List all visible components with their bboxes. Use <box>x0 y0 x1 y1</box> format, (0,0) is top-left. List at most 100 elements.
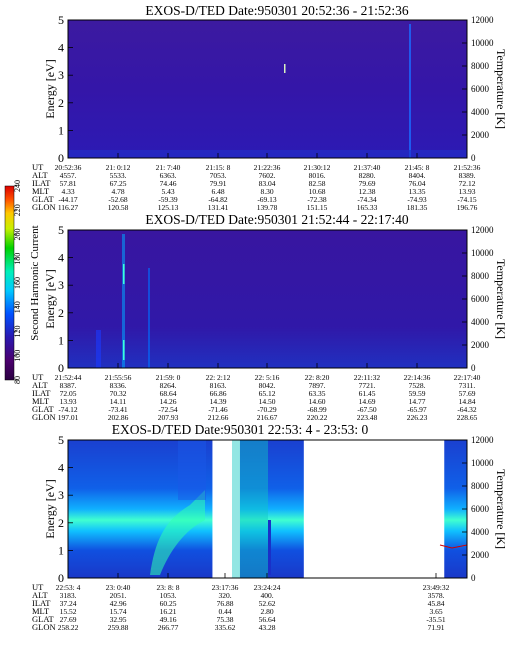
streak <box>96 330 101 368</box>
table-cell: 14.69 <box>359 397 376 406</box>
colorbar-tick-label: 120 <box>13 326 22 338</box>
table-cell: 14.39 <box>210 397 227 406</box>
table-cell: 4.78 <box>111 187 124 196</box>
table-cell: 151.15 <box>307 203 328 212</box>
table-cell: 70.32 <box>110 389 127 398</box>
table-cell: 8404. <box>409 171 426 180</box>
table-cell: -67.50 <box>357 405 377 414</box>
y2-tick-label: 4000 <box>471 317 490 327</box>
table-cell: 23:24:24 <box>254 583 281 592</box>
table-cell: 212.66 <box>208 413 229 422</box>
table-cell: 8163. <box>210 381 227 390</box>
y-tick-label: 1 <box>58 543 64 557</box>
colorbar-tick-label: 100 <box>13 350 22 362</box>
table-cell: 258.22 <box>58 623 79 632</box>
y-tick-label: 4 <box>58 251 64 265</box>
y2-tick-label: 8000 <box>471 271 490 281</box>
table-cell: 15.52 <box>60 607 77 616</box>
table-cell: 32.95 <box>110 615 127 624</box>
table-cell: 42.96 <box>110 599 127 608</box>
table-cell: 8.30 <box>260 187 273 196</box>
panel-2-heatmap <box>68 230 467 368</box>
table-cell: 5.43 <box>161 187 174 196</box>
table-row-label: ILAT <box>32 598 51 608</box>
table-row-label: MLT <box>32 396 50 406</box>
table-cell: 27.69 <box>60 615 77 624</box>
table-cell: 2.80 <box>260 607 273 616</box>
y-tick-label: 2 <box>58 306 64 320</box>
colorbar-tick-label: 180 <box>13 253 22 265</box>
table-cell: -74.15 <box>457 195 477 204</box>
table-cell: 8387. <box>60 381 77 390</box>
table-row-label: MLT <box>32 606 50 616</box>
table-cell: -74.34 <box>357 195 377 204</box>
table-row-label: GLON <box>32 412 56 422</box>
plasma-feature <box>178 440 206 500</box>
table-cell: 14.77 <box>409 397 426 406</box>
table-cell: 400. <box>260 591 273 600</box>
table-cell: 82.58 <box>309 179 326 188</box>
table-cell: 7602. <box>259 171 276 180</box>
table-cell: 7528. <box>409 381 426 390</box>
table-row-label: MLT <box>32 186 50 196</box>
table-cell: 14.26 <box>160 397 177 406</box>
table-cell: 3183. <box>60 591 77 600</box>
table-cell: 6363. <box>160 171 177 180</box>
table-cell: 23:49:32 <box>423 583 450 592</box>
table-cell: 61.45 <box>359 389 376 398</box>
colorbar-tick-label: 220 <box>13 204 22 216</box>
table-cell: 56.64 <box>259 615 276 624</box>
table-cell: 2051. <box>110 591 127 600</box>
table-cell: 21: 7:40 <box>156 163 181 172</box>
table-cell: 22: 2:12 <box>206 373 231 382</box>
table-cell: 21:52:44 <box>55 373 82 382</box>
table-cell: 8389. <box>459 171 476 180</box>
table-row-label: GLAT <box>32 614 55 624</box>
y2-tick-label: 12000 <box>471 435 494 445</box>
table-cell: 8280. <box>359 171 376 180</box>
table-cell: 49.16 <box>160 615 177 624</box>
table-cell: 21:55:56 <box>105 373 132 382</box>
table-cell: -70.29 <box>257 405 277 414</box>
plasma-feature <box>232 440 268 578</box>
table-cell: 83.04 <box>259 179 276 188</box>
table-cell: 7721. <box>359 381 376 390</box>
y-tick-label: 3 <box>58 68 64 82</box>
table-cell: -68.99 <box>307 405 327 414</box>
y-tick-label: 3 <box>58 488 64 502</box>
y2-tick-label: 8000 <box>471 61 490 71</box>
panel-3-title: EXOS-D/TED Date:950301 22:53: 4 - 23:53:… <box>112 422 369 437</box>
table-cell: 266.77 <box>158 623 179 632</box>
panel-2-ylabel: Energy [eV] <box>43 269 57 328</box>
table-cell: 3578. <box>428 591 445 600</box>
table-cell: -74.12 <box>58 405 78 414</box>
table-cell: 68.64 <box>160 389 177 398</box>
table-cell: 220.22 <box>307 413 328 422</box>
table-cell: 21:30:12 <box>304 163 331 172</box>
table-cell: 131.41 <box>208 203 229 212</box>
panel-1-heatmap <box>68 20 467 158</box>
y2-tick-label: 0 <box>471 573 476 583</box>
table-row-label: ILAT <box>32 388 51 398</box>
table-cell: -74.93 <box>407 195 427 204</box>
y2-tick-label: 4000 <box>471 527 490 537</box>
table-row-label: UT <box>32 582 44 592</box>
panel-3: EXOS-D/TED Date:950301 22:53: 4 - 23:53:… <box>32 422 505 632</box>
table-cell: 23: 8: 8 <box>157 583 180 592</box>
y-tick-label: 4 <box>58 41 64 55</box>
table-cell: 23:17:36 <box>212 583 239 592</box>
y2-tick-label: 10000 <box>471 248 494 258</box>
y2-tick-label: 4000 <box>471 107 490 117</box>
table-cell: 8336. <box>110 381 127 390</box>
panel-1: EXOS-D/TED Date:950301 20:52:36 - 21:52:… <box>32 3 505 212</box>
y-tick-label: 4 <box>58 461 64 475</box>
y2-tick-label: 6000 <box>471 84 490 94</box>
y2-tick-label: 12000 <box>471 15 494 25</box>
table-cell: 72.05 <box>60 389 77 398</box>
streak <box>284 64 286 73</box>
table-cell: 116.27 <box>58 203 79 212</box>
table-cell: -44.17 <box>58 195 78 204</box>
table-cell: 74.46 <box>160 179 177 188</box>
table-cell: 57.81 <box>60 179 77 188</box>
table-cell: 21:59: 0 <box>156 373 181 382</box>
